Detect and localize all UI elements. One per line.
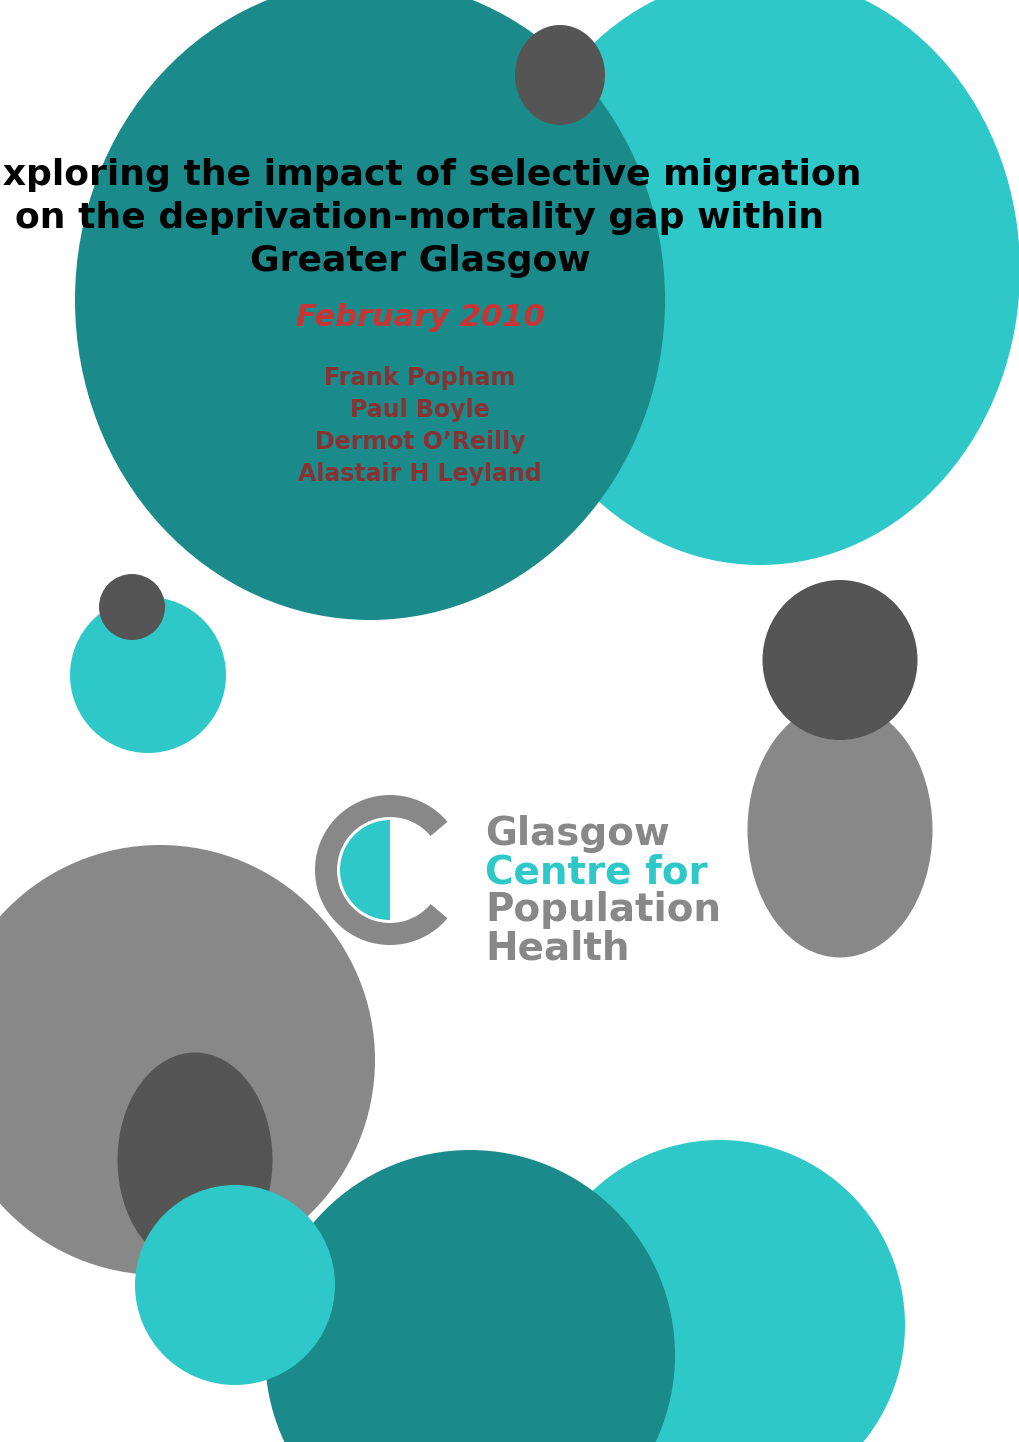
Text: Population: Population: [484, 891, 720, 929]
Circle shape: [99, 574, 165, 640]
Text: Exploring the impact of selective migration: Exploring the impact of selective migrat…: [0, 159, 861, 192]
Text: Glasgow: Glasgow: [484, 815, 669, 854]
Text: Centre for: Centre for: [484, 854, 707, 891]
Text: Alastair H Leyland: Alastair H Leyland: [298, 461, 541, 486]
Circle shape: [135, 1185, 334, 1384]
Text: Dermot O’Reilly: Dermot O’Reilly: [315, 430, 525, 454]
Ellipse shape: [762, 580, 917, 740]
Text: Health: Health: [484, 929, 629, 968]
Text: on the deprivation-mortality gap within: on the deprivation-mortality gap within: [15, 200, 823, 235]
Text: February 2010: February 2010: [296, 303, 544, 333]
Wedge shape: [315, 795, 447, 945]
Text: Greater Glasgow: Greater Glasgow: [250, 244, 590, 278]
Circle shape: [0, 845, 375, 1275]
Wedge shape: [339, 820, 389, 920]
Ellipse shape: [515, 25, 604, 125]
Text: Frank Popham: Frank Popham: [324, 366, 515, 389]
Ellipse shape: [747, 702, 931, 957]
Circle shape: [265, 1151, 675, 1442]
Text: Paul Boyle: Paul Boyle: [350, 398, 489, 423]
Ellipse shape: [499, 0, 1019, 565]
Ellipse shape: [117, 1053, 272, 1268]
Circle shape: [70, 597, 226, 753]
Circle shape: [535, 1141, 904, 1442]
Ellipse shape: [75, 0, 664, 620]
